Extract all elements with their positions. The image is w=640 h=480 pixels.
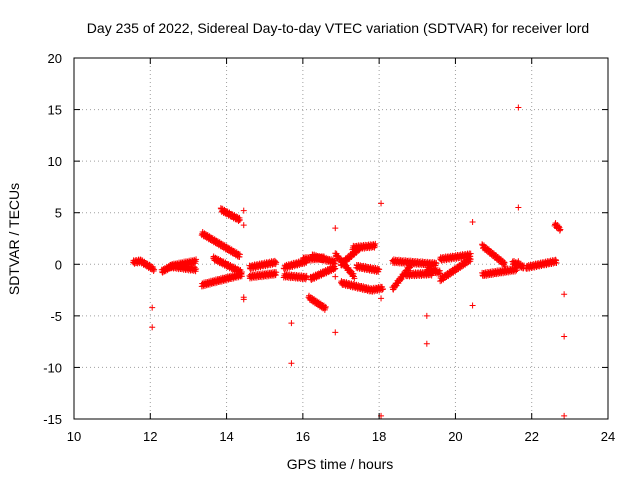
data-point (151, 266, 158, 273)
y-tick-label: -5 (50, 309, 62, 324)
y-tick-label: 15 (48, 103, 62, 118)
data-point (379, 285, 386, 292)
data-point (193, 265, 200, 272)
data-point (561, 412, 568, 419)
data-point (467, 250, 474, 257)
data-point (332, 225, 339, 232)
data-point (236, 251, 243, 258)
x-tick-label: 14 (219, 429, 233, 444)
x-tick-label: 22 (524, 429, 538, 444)
y-tick-label: 20 (48, 51, 62, 66)
data-point (423, 312, 430, 319)
data-point (515, 204, 522, 211)
data-point (515, 104, 522, 111)
y-tick-label: -10 (43, 360, 62, 375)
data-point (378, 200, 385, 207)
data-point (351, 275, 358, 282)
data-point (372, 240, 379, 247)
data-point (469, 218, 476, 225)
y-tick-label: 10 (48, 154, 62, 169)
y-tick-label: 0 (55, 257, 62, 272)
y-tick-label: 5 (55, 206, 62, 221)
data-point (193, 256, 200, 263)
data-point (240, 207, 247, 214)
data-point (469, 302, 476, 309)
plot-frame (73, 57, 609, 420)
data-point (553, 259, 560, 266)
data-point (149, 304, 156, 311)
data-point (322, 303, 329, 310)
data-point (149, 324, 156, 331)
x-tick-label: 16 (296, 429, 310, 444)
data-point (513, 267, 520, 274)
x-tick-label: 18 (372, 429, 386, 444)
data-point (561, 291, 568, 298)
data-point (332, 273, 339, 280)
data-point (515, 258, 522, 265)
data-point (238, 268, 245, 275)
data-point (423, 340, 430, 347)
x-tick-label: 12 (143, 429, 157, 444)
data-point (332, 265, 339, 272)
data-point (240, 222, 247, 229)
data-points (130, 104, 568, 419)
x-tick-label: 24 (601, 429, 615, 444)
data-point (273, 259, 280, 266)
chart-title: Day 235 of 2022, Sidereal Day-to-day VTE… (87, 20, 589, 36)
data-point (303, 272, 310, 279)
data-point (236, 217, 243, 224)
x-tick-label: 20 (448, 429, 462, 444)
data-point (378, 295, 385, 302)
data-point (561, 333, 568, 340)
y-axis-label: SDTVAR / TECUs (6, 183, 22, 295)
x-axis-label: GPS time / hours (287, 456, 394, 472)
data-point (433, 260, 440, 267)
data-point (273, 269, 280, 276)
y-tick-label: -15 (43, 412, 62, 427)
axis-ticks: 10 12 14 16 18 20 22 24 -15 -10 -5 0 5 10 15 20 (43, 51, 615, 444)
data-point (557, 226, 564, 233)
data-point (288, 360, 295, 367)
data-point (332, 329, 339, 336)
data-point (288, 320, 295, 327)
data-point (240, 296, 247, 303)
x-tick-label: 10 (67, 429, 81, 444)
grid-lines (74, 58, 608, 419)
data-point (376, 266, 383, 273)
